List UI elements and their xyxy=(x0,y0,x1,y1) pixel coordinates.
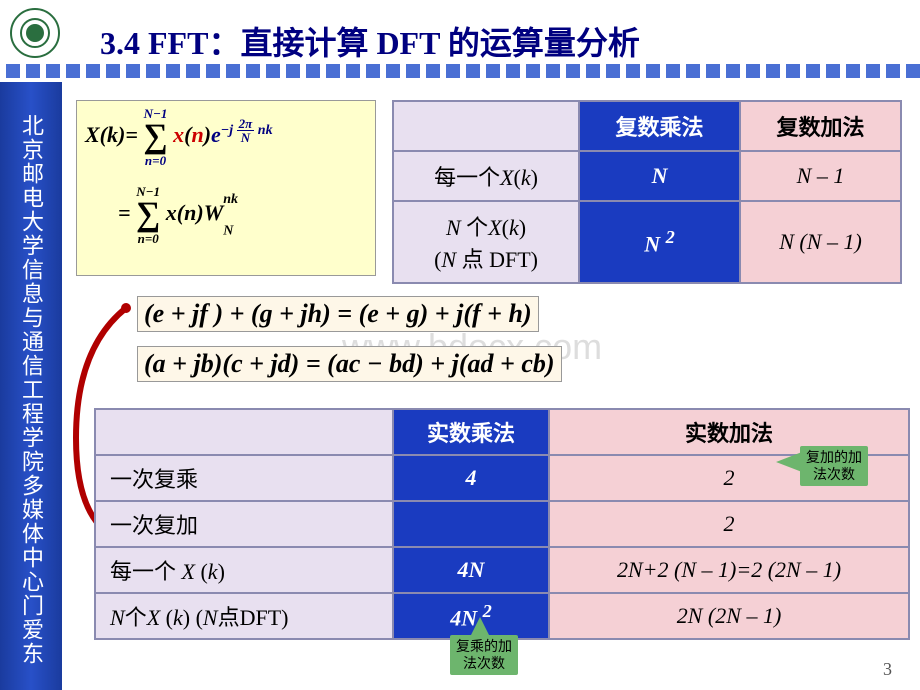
sidebar-text: 北京邮电大学信息与通信工程学院多媒体中心门爱东 xyxy=(0,82,62,690)
page-number: 3 xyxy=(883,659,892,680)
equation-addition: (e + jf ) + (g + jh) = (e + g) + j(f + h… xyxy=(137,296,539,332)
equation-multiplication: (a + jb)(c + jd) = (ac − bd) + j(ad + cb… xyxy=(137,346,562,382)
formula-box: X(k)= N−1∑n=0 x(n)e−j 2πN nk = N−1∑n=0 x… xyxy=(76,100,376,276)
logo xyxy=(10,8,60,58)
table1-row1-mul: N 2 xyxy=(579,201,740,283)
callout-add-ops: 复加的加法次数 xyxy=(800,446,868,486)
page-title: 3.4 FFT：直接计算 DFT 的运算量分析 xyxy=(100,18,900,64)
table1-header-empty xyxy=(393,101,579,151)
decorative-dots xyxy=(0,64,920,78)
table-real-ops: 实数乘法 实数加法 一次复乘 4 2 一次复加 2 每一个 X (k) 4N 2… xyxy=(94,408,910,640)
table1-row0-mul: N xyxy=(579,151,740,201)
table2-header-mul: 实数乘法 xyxy=(393,409,549,455)
table2-row2-mul: 4N xyxy=(393,547,549,593)
table2-row1-add: 2 xyxy=(549,501,909,547)
table2-row2-add: 2N+2 (N – 1)=2 (2N – 1) xyxy=(549,547,909,593)
table1-row1-label: N 个X(k)(N 点 DFT) xyxy=(393,201,579,283)
table2-row2-label: 每一个 X (k) xyxy=(95,547,393,593)
table1-header-mul: 复数乘法 xyxy=(579,101,740,151)
table1-row0-add: N – 1 xyxy=(740,151,901,201)
content-area: X(k)= N−1∑n=0 x(n)e−j 2πN nk = N−1∑n=0 x… xyxy=(62,82,920,690)
table2-header-empty xyxy=(95,409,393,455)
table2-row0-mul: 4 xyxy=(393,455,549,501)
table1-row1-add: N (N – 1) xyxy=(740,201,901,283)
table2-row3-add: 2N (2N – 1) xyxy=(549,593,909,639)
table1-header-add: 复数加法 xyxy=(740,101,901,151)
table2-row3-label: N个X (k) (N点DFT) xyxy=(95,593,393,639)
table-complex-ops: 复数乘法 复数加法 每一个X(k) N N – 1 N 个X(k)(N 点 DF… xyxy=(392,100,902,284)
table1-row0-label: 每一个X(k) xyxy=(393,151,579,201)
table2-row0-label: 一次复乘 xyxy=(95,455,393,501)
table2-row1-mul xyxy=(393,501,549,547)
table2-row1-label: 一次复加 xyxy=(95,501,393,547)
callout-mul-ops: 复乘的加法次数 xyxy=(450,635,518,675)
